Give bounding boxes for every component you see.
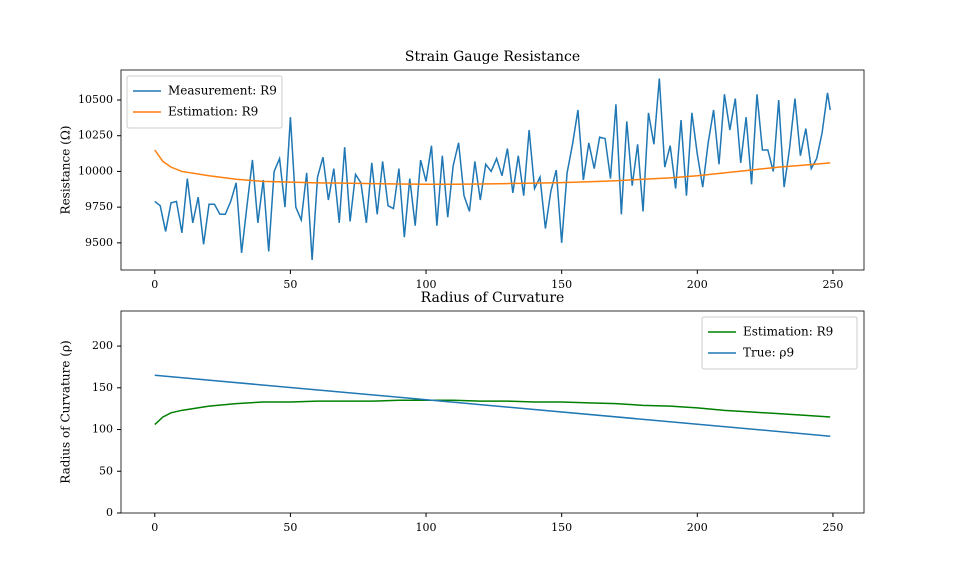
x-tick-label: 150: [551, 521, 572, 534]
x-tick-label: 200: [687, 521, 708, 534]
legend-label: Measurement: R9: [168, 84, 277, 98]
subplot: Radius of Curvature Radius of Curvature (…: [59, 290, 865, 534]
x-tick-label: 0: [151, 521, 158, 534]
x-tick-label: 100: [416, 278, 437, 291]
legend-box: [126, 75, 283, 129]
subplot: Strain Gauge Resistance Resistance (Ω) 0 50…: [59, 49, 865, 291]
legend-label: Estimation: R9: [743, 325, 833, 339]
x-tick-label: 0: [151, 278, 158, 291]
y-axis-label: Radius of Curvature (ρ): [59, 340, 73, 483]
y-tick-label: 200: [92, 339, 113, 352]
y-tick-label: 50: [99, 464, 113, 477]
y-axis-label: Resistance (Ω): [59, 126, 73, 215]
y-tick-label: 9750: [85, 200, 113, 213]
y-tick-label: 10250: [78, 129, 113, 142]
x-tick-label: 50: [283, 521, 297, 534]
axes-frame: [120, 69, 865, 271]
y-tick-label: 10000: [78, 164, 113, 177]
axes-frame: [120, 310, 865, 514]
chart-title: Strain Gauge Resistance: [405, 49, 580, 65]
series-line: [154, 149, 831, 186]
legend-box: [701, 316, 858, 370]
y-tick-label: 10500: [78, 93, 113, 106]
x-tick-label: 250: [822, 278, 843, 291]
plot-area: [154, 374, 831, 437]
y-tick-label: 0: [106, 506, 113, 519]
x-tick-label: 250: [822, 521, 843, 534]
y-tick-label: 100: [92, 423, 113, 436]
series-line: [154, 374, 831, 437]
series-line: [154, 399, 831, 426]
y-tick-label: 9500: [85, 236, 113, 249]
legend: Estimation: R9 True: ρ9: [701, 316, 858, 370]
x-tick-label: 200: [687, 278, 708, 291]
series-line: [154, 78, 831, 261]
legend-label: True: ρ9: [743, 346, 794, 360]
x-tick-label: 100: [416, 521, 437, 534]
legend-label: Estimation: R9: [168, 105, 258, 119]
legend: Measurement: R9 Estimation: R9: [126, 75, 283, 129]
x-tick-label: 50: [283, 278, 297, 291]
plot-area: [154, 78, 831, 261]
y-tick-label: 150: [92, 381, 113, 394]
x-tick-label: 150: [551, 278, 572, 291]
chart-title: Radius of Curvature: [421, 290, 565, 306]
